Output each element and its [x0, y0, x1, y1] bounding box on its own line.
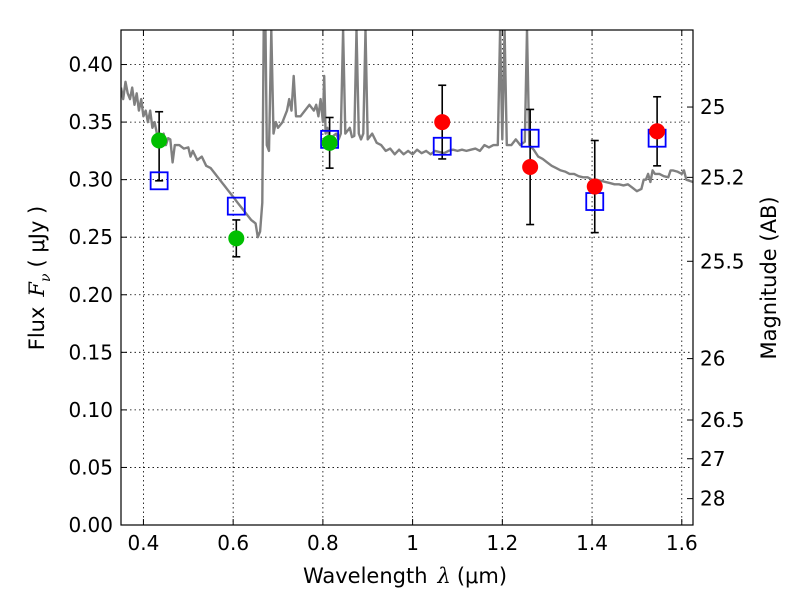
- grid: [121, 30, 693, 526]
- observed-green-point: [151, 132, 168, 149]
- plot-frame: [120, 29, 694, 526]
- x-tick-label: 0.6: [217, 531, 249, 555]
- y-tick-label: 0.10: [68, 398, 113, 422]
- x-tick-label: 1.6: [666, 531, 698, 555]
- x-tick-label: 1.2: [486, 531, 518, 555]
- data-points: [149, 84, 667, 258]
- observed-red-point: [586, 178, 603, 195]
- y-tick-label: 0.15: [68, 340, 113, 364]
- y-tick-label: 0.05: [68, 455, 113, 479]
- x-tick-label: 1: [406, 531, 419, 555]
- y-axis-label: FluxFν( μJy ): [25, 206, 54, 350]
- y2-tick-label: 25: [700, 95, 725, 119]
- model-square: [226, 196, 246, 216]
- y-tick-label: 0.40: [68, 53, 113, 77]
- observed-red-point: [522, 158, 539, 175]
- y-tick-label: 0.20: [68, 283, 113, 307]
- observed-green-point: [321, 134, 338, 151]
- y2-tick-label: 25.5: [700, 249, 745, 273]
- x-tick-label: 1.4: [576, 531, 608, 555]
- y-tick-label: 0.30: [68, 168, 113, 192]
- model-square: [149, 171, 169, 191]
- y2-axis-label: Magnitude (AB): [757, 196, 781, 359]
- y2-tick-label: 25.2: [700, 165, 745, 189]
- y2-tick-label: 27: [700, 447, 725, 471]
- model-spectrum: [121, 30, 693, 239]
- y2-tick-label: 26.5: [700, 408, 745, 432]
- model-square: [432, 136, 452, 156]
- observed-red-point: [649, 123, 666, 140]
- x-tick-label: 0.4: [128, 531, 160, 555]
- x-tick-label: 0.8: [307, 531, 339, 555]
- spectrum-line: [121, 30, 693, 239]
- x-axis-label: Wavelength λ (μm): [303, 564, 507, 588]
- y2-tick-label: 26: [700, 347, 725, 371]
- y-tick-label: 0.25: [68, 225, 113, 249]
- model-square: [520, 128, 540, 148]
- y-tick-label: 0.35: [68, 110, 113, 134]
- y2-tick-label: 28: [700, 487, 725, 511]
- axes: 0.4 0.6 0.8 1 1.2 1.4 1.6 0.00 0.05 0.10 0.15 0.20 0…: [68, 30, 745, 555]
- y-tick-label: 0.00: [68, 513, 113, 537]
- observed-red-point: [434, 114, 451, 131]
- observed-green-point: [228, 230, 245, 247]
